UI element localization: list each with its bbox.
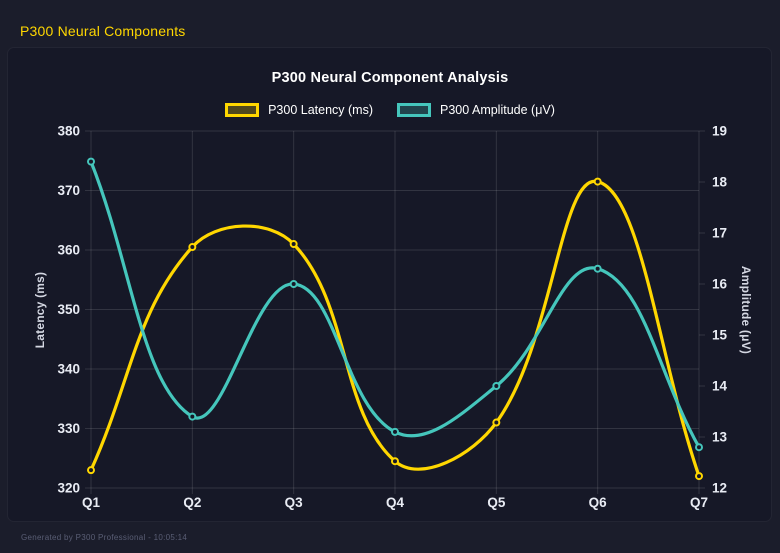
data-point-marker[interactable] <box>188 412 197 421</box>
left-axis-tick-label: 330 <box>57 421 80 436</box>
left-axis-title: Latency (ms) <box>33 272 47 348</box>
data-point-marker[interactable] <box>87 157 95 166</box>
right-axis-tick-label: 13 <box>712 430 728 445</box>
data-point-marker[interactable] <box>492 382 501 390</box>
x-axis-tick-label: Q4 <box>386 495 405 510</box>
x-axis-tick-label: Q2 <box>183 495 201 510</box>
right-axis-tick-label: 18 <box>712 175 728 190</box>
left-axis-tick-label: 360 <box>57 243 80 258</box>
data-point-marker[interactable] <box>289 240 298 249</box>
x-axis-tick-label: Q3 <box>285 495 304 510</box>
x-axis-tick-label: Q1 <box>82 495 101 510</box>
legend-swatch-amplitude-icon <box>397 103 431 117</box>
data-point-marker[interactable] <box>695 472 703 481</box>
right-axis-tick-label: 17 <box>712 226 727 241</box>
right-axis-title: Amplitude (μV) <box>739 266 753 354</box>
data-point-marker[interactable] <box>188 243 197 252</box>
data-point-marker[interactable] <box>593 264 602 273</box>
legend-label-latency: P300 Latency (ms) <box>268 103 373 117</box>
right-axis-tick-label: 12 <box>712 481 727 496</box>
footer-status: Generated by P300 Professional - 10:05:1… <box>21 533 188 542</box>
x-axis-tick-label: Q5 <box>487 495 506 510</box>
chart-legend: P300 Latency (ms) P300 Amplitude (μV) <box>0 103 780 117</box>
data-point-marker[interactable] <box>593 177 602 186</box>
chart-panel <box>8 48 771 521</box>
data-point-marker[interactable] <box>289 280 298 288</box>
right-axis-tick-label: 14 <box>712 379 728 394</box>
right-axis-tick-label: 15 <box>712 328 728 343</box>
legend-item-amplitude[interactable]: P300 Amplitude (μV) <box>397 103 555 117</box>
legend-item-latency[interactable]: P300 Latency (ms) <box>225 103 373 117</box>
left-axis-tick-label: 340 <box>57 362 80 377</box>
x-axis-tick-label: Q6 <box>589 495 608 510</box>
left-axis-tick-label: 370 <box>57 183 80 198</box>
data-point-marker[interactable] <box>492 418 501 427</box>
right-axis-tick-label: 16 <box>712 277 728 292</box>
legend-label-amplitude: P300 Amplitude (μV) <box>440 103 555 117</box>
data-point-marker[interactable] <box>87 466 95 475</box>
x-axis-tick-label: Q7 <box>690 495 708 510</box>
chart-title: P300 Neural Component Analysis <box>271 70 509 86</box>
right-axis-tick-label: 19 <box>712 124 727 139</box>
left-axis-tick-label: 320 <box>57 481 80 496</box>
data-point-marker[interactable] <box>391 427 399 436</box>
data-point-marker[interactable] <box>391 457 399 466</box>
page-title: P300 Neural Components <box>20 23 186 39</box>
left-axis-tick-label: 380 <box>57 124 80 139</box>
legend-swatch-latency-icon <box>225 103 260 117</box>
data-point-marker[interactable] <box>695 443 703 452</box>
left-axis-tick-label: 350 <box>57 302 80 317</box>
